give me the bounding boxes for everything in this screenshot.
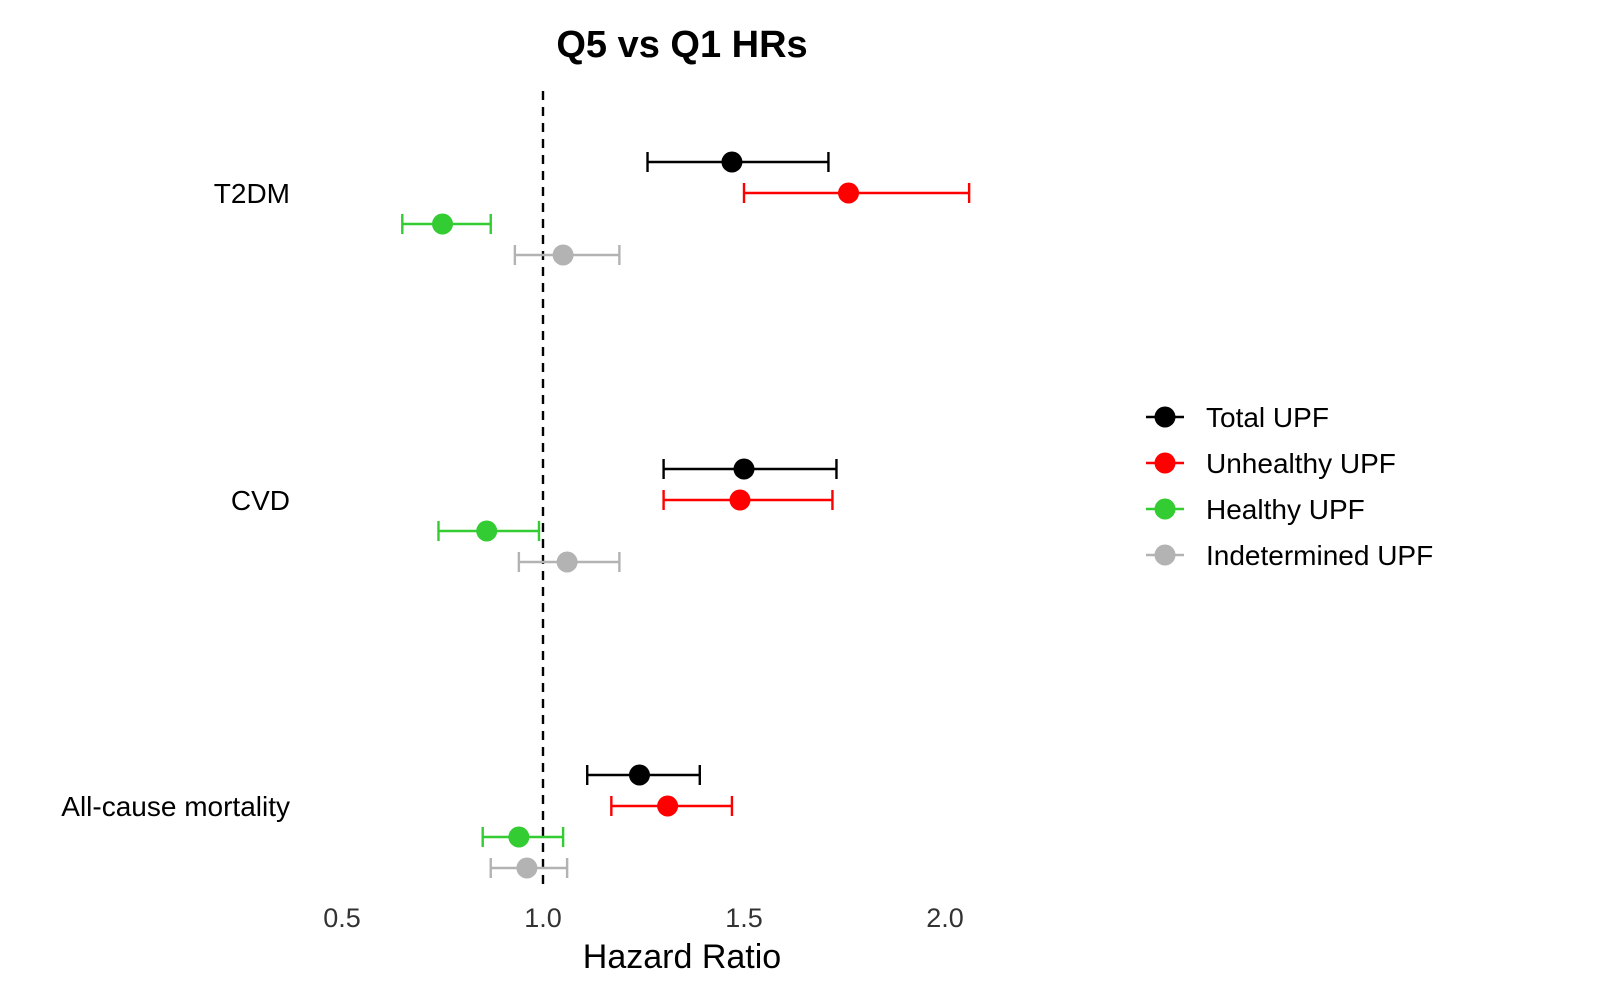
forest-row	[742, 182, 971, 204]
legend-label: Total UPF	[1206, 402, 1329, 433]
legend-label: Healthy UPF	[1206, 494, 1365, 525]
category-label: All-cause mortality	[61, 791, 290, 822]
legend-label: Unhealthy UPF	[1206, 448, 1396, 479]
forest-row	[517, 551, 621, 573]
legend-marker	[1154, 406, 1176, 428]
forest-row	[481, 826, 565, 848]
x-axis: 0.5 1.0 1.5 2.0	[323, 903, 964, 933]
category-labels: T2DM CVD All-cause mortality	[61, 178, 290, 822]
hr-point[interactable]	[552, 244, 574, 266]
legend[interactable]: Total UPF Unhealthy UPF Healthy UPF Indeter…	[1146, 402, 1433, 571]
forest-row	[662, 489, 834, 511]
forest-row	[437, 520, 541, 542]
x-tick-label: 2.0	[926, 903, 964, 933]
forest-row	[513, 244, 621, 266]
category-label: T2DM	[214, 178, 290, 209]
forest-row	[610, 795, 734, 817]
hr-point[interactable]	[476, 520, 498, 542]
hr-point[interactable]	[657, 795, 679, 817]
forest-row	[586, 764, 701, 786]
hr-point[interactable]	[556, 551, 578, 573]
forest-row	[489, 857, 569, 879]
hr-point[interactable]	[432, 213, 453, 235]
hr-point[interactable]	[838, 182, 860, 204]
legend-item[interactable]: Healthy UPF	[1146, 494, 1365, 525]
hr-point[interactable]	[721, 151, 743, 173]
legend-marker	[1154, 498, 1176, 520]
legend-marker	[1154, 544, 1176, 566]
legend-item[interactable]: Total UPF	[1146, 402, 1329, 433]
hr-point[interactable]	[516, 857, 538, 879]
x-tick-label: 0.5	[323, 903, 361, 933]
x-axis-title: Hazard Ratio	[583, 938, 781, 976]
hr-point[interactable]	[729, 489, 751, 511]
legend-item[interactable]: Indetermined UPF	[1146, 540, 1433, 571]
legend-item[interactable]: Unhealthy UPF	[1146, 448, 1396, 479]
chart-title: Q5 vs Q1 HRs	[556, 24, 807, 66]
hr-point[interactable]	[733, 458, 755, 480]
forest-row	[662, 458, 838, 480]
forest-row	[401, 213, 492, 235]
legend-label: Indetermined UPF	[1206, 540, 1433, 571]
x-tick-label: 1.0	[524, 903, 562, 933]
forest-row	[646, 151, 830, 173]
x-tick-label: 1.5	[725, 903, 763, 933]
hr-point[interactable]	[508, 826, 530, 848]
hr-point[interactable]	[628, 764, 650, 786]
marks-group	[401, 151, 971, 879]
category-label: CVD	[231, 485, 290, 516]
legend-marker	[1154, 452, 1176, 474]
